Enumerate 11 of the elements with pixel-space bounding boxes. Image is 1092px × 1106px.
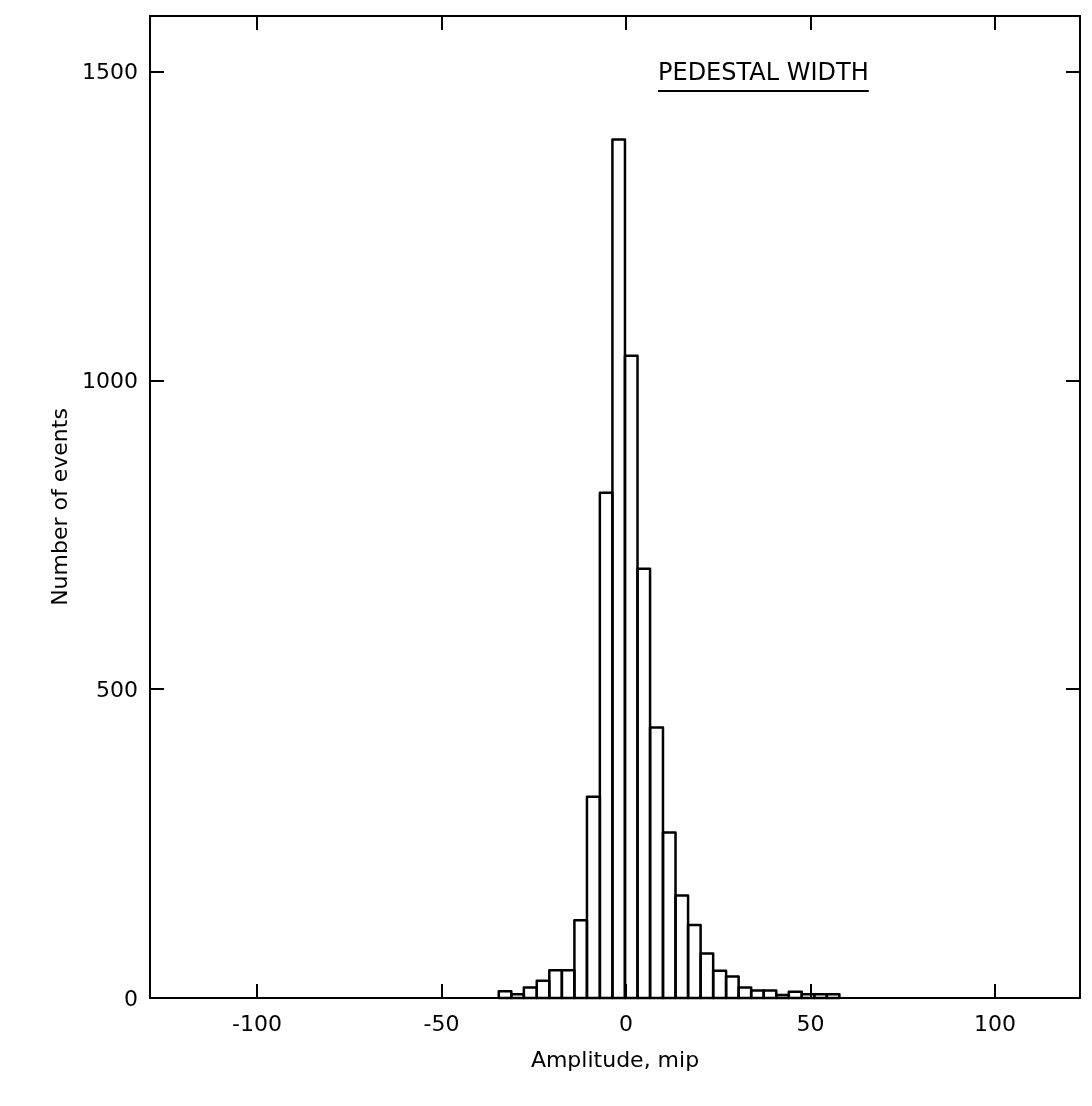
y-tick-label: 1500 [82,59,138,85]
y-axis-title: Number of events [46,408,72,606]
y-tick-label: 0 [124,985,138,1011]
y-tick-label: 500 [96,676,138,702]
x-tick-label: 50 [796,1010,825,1036]
x-tick-label: 100 [974,1010,1017,1036]
x-tick-label: -50 [423,1010,460,1036]
x-tick-label: 0 [619,1010,634,1036]
x-axis-title: Amplitude, mip [530,1046,700,1072]
x-tick-label: -100 [232,1010,282,1036]
y-tick-label: 1000 [82,367,138,393]
